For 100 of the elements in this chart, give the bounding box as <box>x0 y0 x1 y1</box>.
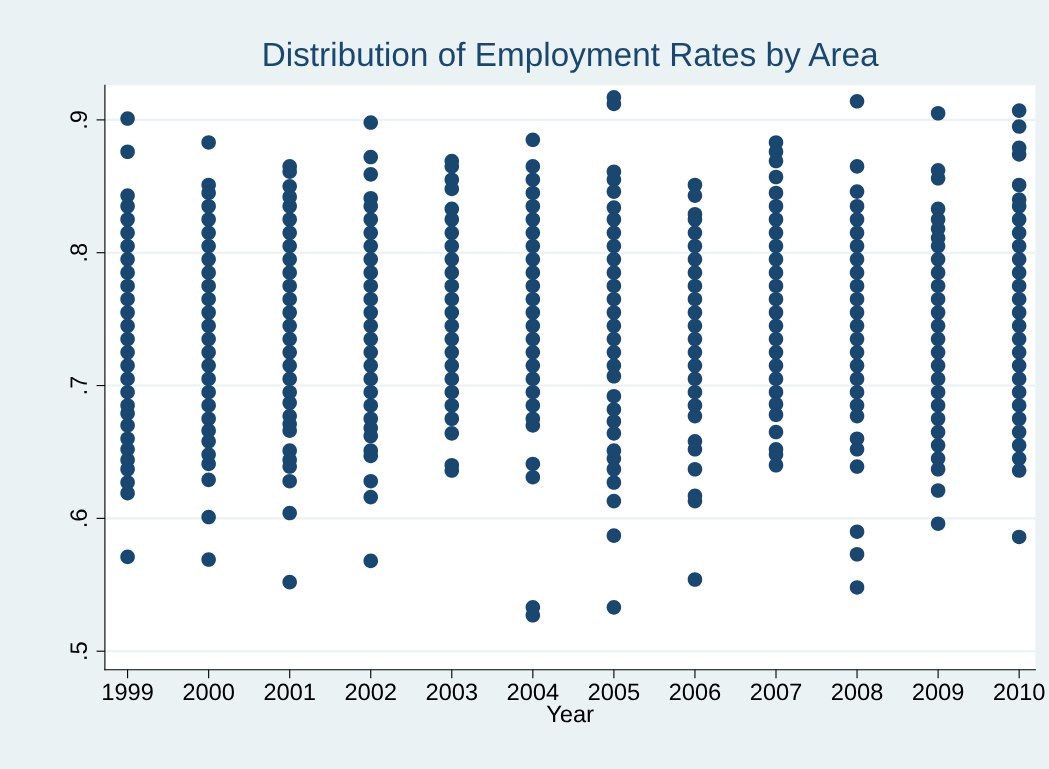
point <box>687 331 703 347</box>
point <box>687 408 703 424</box>
point <box>525 291 541 307</box>
point <box>687 371 703 387</box>
point <box>282 265 297 280</box>
point <box>525 185 541 201</box>
point <box>282 574 297 590</box>
point <box>444 411 460 427</box>
point <box>849 371 865 387</box>
point <box>444 291 460 307</box>
point <box>120 305 135 320</box>
point <box>282 252 297 267</box>
point <box>201 509 216 525</box>
x-tick-label: 2004 <box>507 683 559 701</box>
x-tick-label: 2007 <box>750 683 802 701</box>
point <box>363 473 379 489</box>
point <box>687 318 703 334</box>
point <box>201 358 216 373</box>
point <box>930 252 946 267</box>
point <box>768 305 784 320</box>
point <box>1011 212 1027 227</box>
point <box>201 198 216 214</box>
point <box>363 291 379 307</box>
point <box>363 318 379 334</box>
point <box>849 198 865 214</box>
point <box>768 169 784 185</box>
point <box>363 149 379 165</box>
point <box>363 553 379 569</box>
point <box>849 238 865 254</box>
point <box>606 238 622 254</box>
point <box>687 252 703 267</box>
point <box>768 407 784 423</box>
x-tick-label: 1999 <box>103 683 153 701</box>
y-tick-label: .7 <box>70 376 87 394</box>
point <box>849 252 865 267</box>
point <box>282 212 297 227</box>
point <box>930 371 946 387</box>
point <box>1011 424 1027 440</box>
point <box>687 188 703 203</box>
point <box>120 345 135 360</box>
point <box>282 305 297 320</box>
point <box>687 265 703 280</box>
point <box>768 291 784 307</box>
point <box>606 345 622 360</box>
point <box>1011 345 1027 360</box>
point <box>606 212 622 227</box>
point <box>363 384 379 400</box>
point <box>201 398 216 413</box>
point <box>1011 398 1027 413</box>
point <box>363 371 379 387</box>
point <box>525 225 541 241</box>
point <box>768 212 784 227</box>
point <box>525 265 541 280</box>
point <box>1011 119 1027 134</box>
x-tick-label: 2009 <box>913 683 964 701</box>
point <box>201 371 216 387</box>
point <box>444 305 460 320</box>
point <box>768 371 784 387</box>
point <box>282 473 297 489</box>
point <box>849 524 865 539</box>
point <box>120 318 135 334</box>
point <box>1011 252 1027 267</box>
point <box>849 94 865 109</box>
point <box>606 318 622 334</box>
point <box>849 305 865 320</box>
point <box>444 225 460 241</box>
point <box>1011 177 1027 193</box>
point <box>1011 305 1027 320</box>
point <box>120 291 135 307</box>
point <box>444 212 460 227</box>
point <box>444 358 460 373</box>
point <box>606 331 622 347</box>
x-tick-label: 2000 <box>183 683 234 701</box>
point <box>363 489 379 505</box>
x-tick-label: 2002 <box>345 683 396 701</box>
point <box>849 345 865 360</box>
y-tick-label: .8 <box>70 243 88 261</box>
point <box>525 398 541 413</box>
point <box>282 238 297 254</box>
x-tick-label: 2006 <box>669 683 721 701</box>
point <box>687 291 703 307</box>
point <box>201 265 216 280</box>
point <box>201 135 216 150</box>
point <box>768 238 784 254</box>
point <box>363 212 379 227</box>
point <box>282 358 297 373</box>
point <box>1011 238 1027 254</box>
point <box>525 198 541 214</box>
point <box>768 225 784 241</box>
point <box>687 461 703 477</box>
point <box>282 291 297 307</box>
point <box>525 238 541 254</box>
point <box>930 358 946 373</box>
point <box>201 212 216 227</box>
point <box>120 238 135 254</box>
point <box>201 384 216 400</box>
point <box>201 331 216 347</box>
point <box>768 318 784 334</box>
x-tick-label: 2001 <box>264 683 315 701</box>
point <box>120 331 135 347</box>
